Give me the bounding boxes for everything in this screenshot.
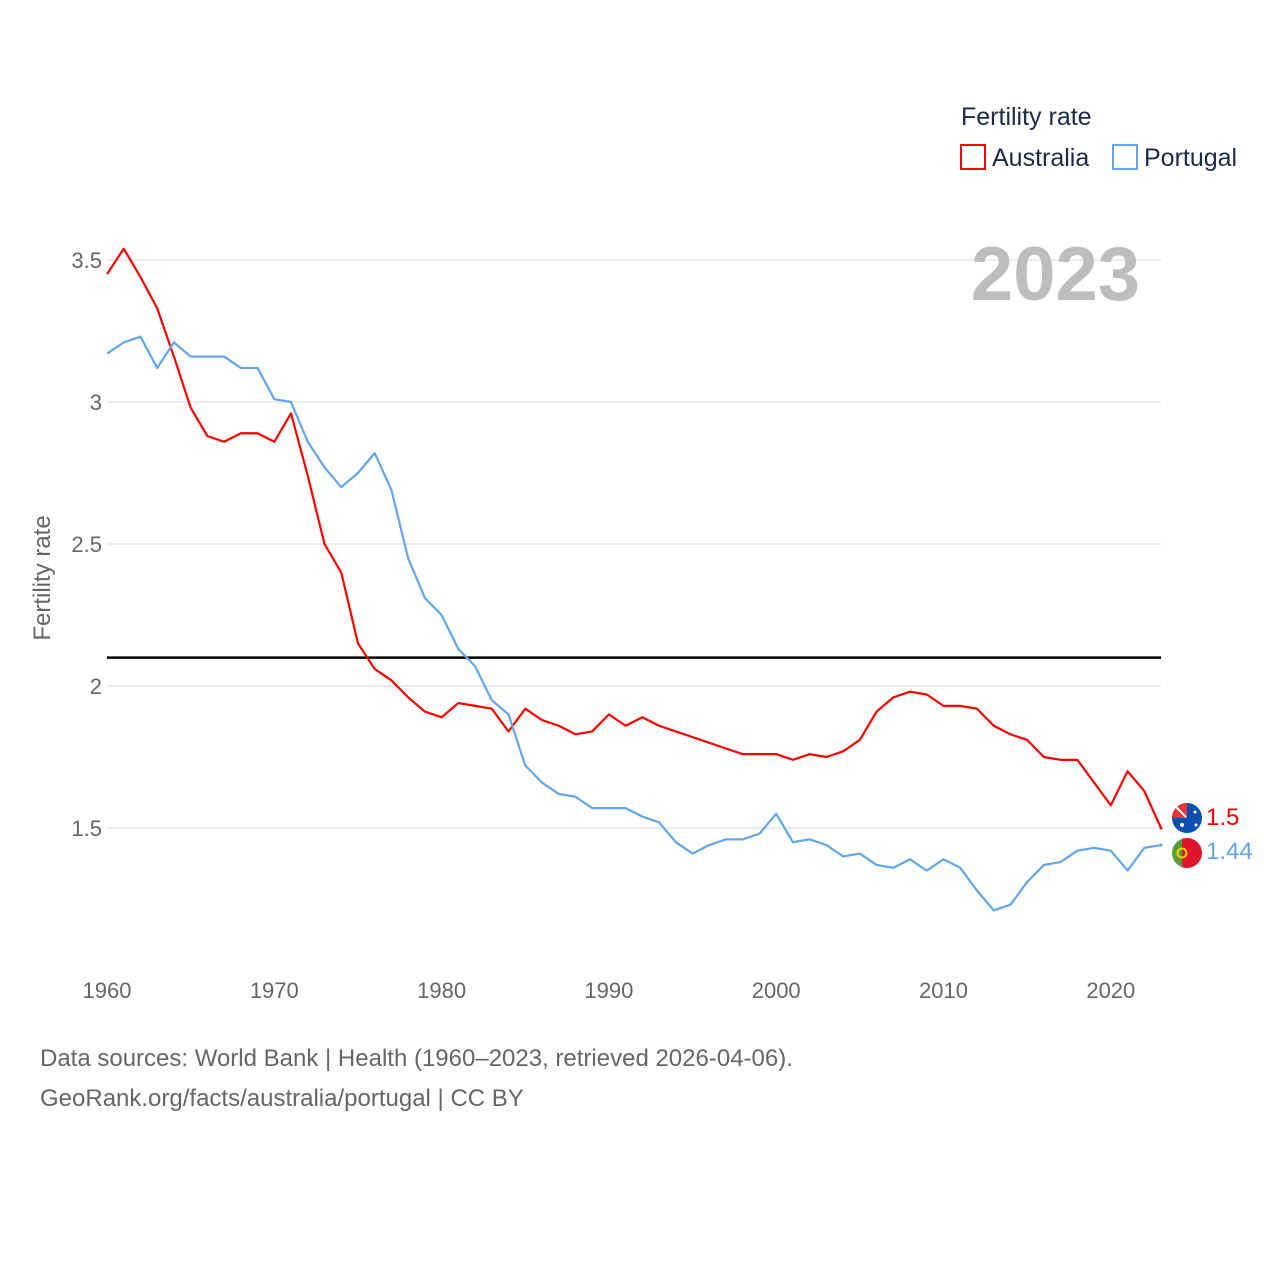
legend-swatch-australia[interactable] [960,144,986,170]
series-line-australia[interactable] [106,247,1163,829]
x-tick-label: 2010 [919,978,968,1003]
legend-title: Fertility rate [961,103,1092,131]
portugal-flag-icon [1172,838,1202,868]
y-axis-label: Fertility rate [29,515,56,640]
x-tick-label: 2000 [752,978,801,1003]
legend-label-portugal[interactable]: Portugal [1144,144,1237,172]
y-tick-label: 2 [90,674,102,699]
legend-label-australia[interactable]: Australia [992,144,1089,172]
end-point-portugal [1159,843,1163,847]
end-point-australia [1159,826,1163,830]
x-tick-label: 1960 [83,978,132,1003]
australia-flag-icon [1172,803,1202,833]
end-label-portugal: 1.44 [1206,838,1253,865]
series-line-portugal[interactable] [106,335,1162,912]
y-tick-label: 2.5 [71,532,102,557]
x-tick-label: 1980 [417,978,466,1003]
y-tick-label: 3 [90,390,102,415]
source-note: Data sources: World Bank | Health (1960–… [40,1045,793,1072]
legend: Fertility rate Australia Portugal [960,103,1237,172]
y-tick-label: 3.5 [71,248,102,273]
x-tick-label: 1970 [250,978,299,1003]
legend-swatch-portugal[interactable] [1112,144,1138,170]
end-label-australia: 1.5 [1206,804,1239,831]
x-tick-label: 2020 [1086,978,1135,1003]
year-label: 2023 [971,232,1140,317]
y-tick-label: 1.5 [71,816,102,841]
attribution-link[interactable]: GeoRank.org/facts/australia/portugal | C… [40,1085,524,1112]
x-tick-label: 1990 [584,978,633,1003]
